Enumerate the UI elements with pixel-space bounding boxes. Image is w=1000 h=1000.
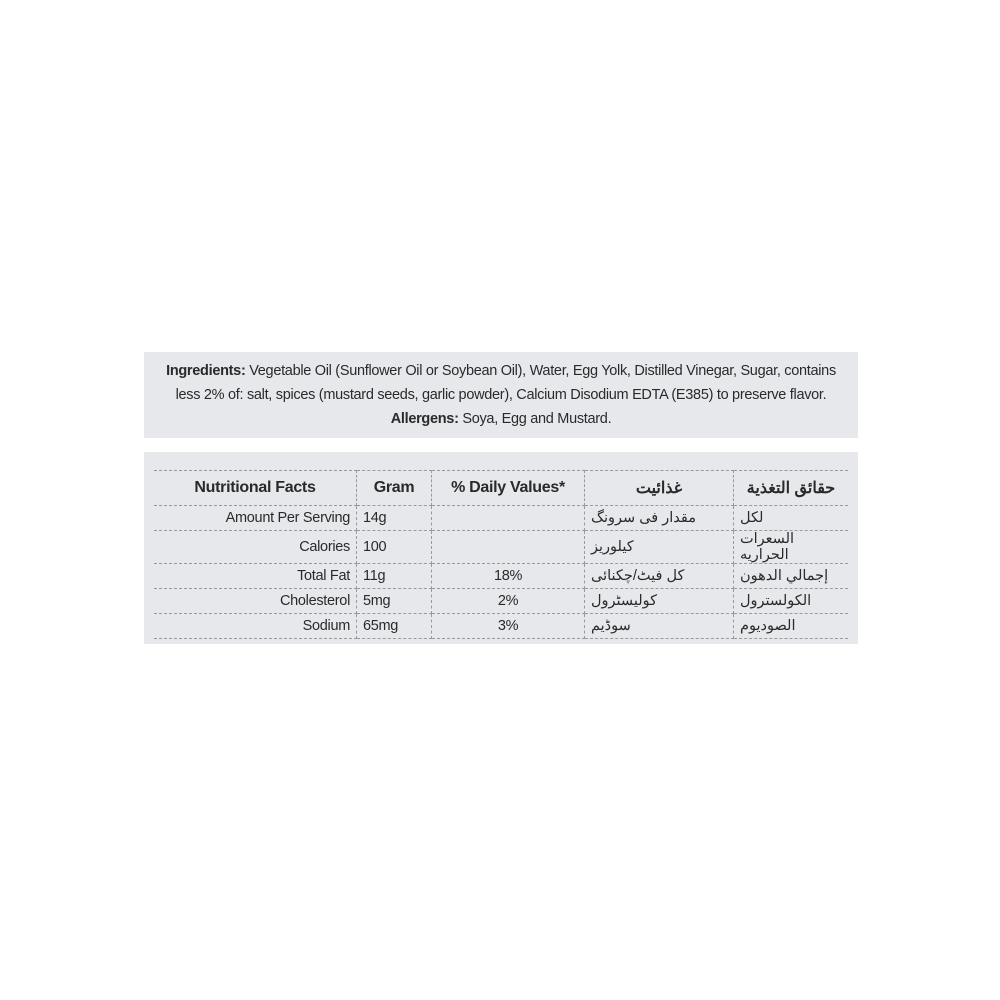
table-cell: 3% bbox=[431, 613, 585, 639]
table-cell: لكل bbox=[733, 505, 848, 531]
table-cell: 100 bbox=[356, 530, 432, 564]
table-cell: السعرات الحراريه bbox=[733, 530, 848, 564]
table-cell: کولیسٹرول bbox=[584, 588, 734, 614]
table-row: Total Fat 11g 18% کل فیٹ/چکنائی إجمالي الدهو… bbox=[154, 563, 848, 589]
column-header: حقائق التغذية bbox=[733, 470, 848, 506]
table-cell: الكولسترول bbox=[733, 588, 848, 614]
header-row: Nutritional Facts Gram% Daily Values* غذائ… bbox=[154, 470, 848, 506]
table-row: Calories 100 کیلوریز السعرات الحراريه bbox=[154, 530, 848, 564]
table-cell: 2% bbox=[431, 588, 585, 614]
table-cell bbox=[431, 505, 585, 531]
column-header: Gram bbox=[356, 470, 432, 506]
table-cell: 18% bbox=[431, 563, 585, 589]
table-cell: 5mg bbox=[356, 588, 432, 614]
column-header: Nutritional Facts bbox=[154, 470, 357, 506]
ingredients-panel: Ingredients: Vegetable Oil (Sunflower Oi… bbox=[144, 352, 858, 438]
nutrition-table: Nutritional Facts Gram% Daily Values* غذائ… bbox=[154, 470, 848, 639]
table-cell: 65mg bbox=[356, 613, 432, 639]
table-cell: Cholesterol bbox=[154, 588, 357, 614]
table-row: Cholesterol 5mg 2% کولیسٹرول الكولسترول bbox=[154, 588, 848, 614]
table-cell: إجمالي الدهون bbox=[733, 563, 848, 589]
table-row: Amount Per Serving 14g مقدار فی سرونگ لكل bbox=[154, 505, 848, 531]
table-cell: Total Fat bbox=[154, 563, 357, 589]
table-cell: کیلوریز bbox=[584, 530, 734, 564]
table-row: Sodium 65mg 3% سوڈیم الصوديوم bbox=[154, 613, 848, 639]
nutrition-panel: Nutritional Facts Gram% Daily Values* غذائ… bbox=[144, 452, 858, 644]
table-cell: Calories bbox=[154, 530, 357, 564]
table-cell: الصوديوم bbox=[733, 613, 848, 639]
table-cell: 11g bbox=[356, 563, 432, 589]
ingredients-text: Ingredients: Vegetable Oil (Sunflower Oi… bbox=[166, 363, 836, 427]
table-cell bbox=[431, 530, 585, 564]
table-cell: Sodium bbox=[154, 613, 357, 639]
table-cell: مقدار فی سرونگ bbox=[584, 505, 734, 531]
table-cell: Amount Per Serving bbox=[154, 505, 357, 531]
table-cell: کل فیٹ/چکنائی bbox=[584, 563, 734, 589]
table-cell: 14g bbox=[356, 505, 432, 531]
column-header: % Daily Values* bbox=[431, 470, 585, 506]
table-cell: سوڈیم bbox=[584, 613, 734, 639]
column-header: غذائیت bbox=[584, 470, 734, 506]
